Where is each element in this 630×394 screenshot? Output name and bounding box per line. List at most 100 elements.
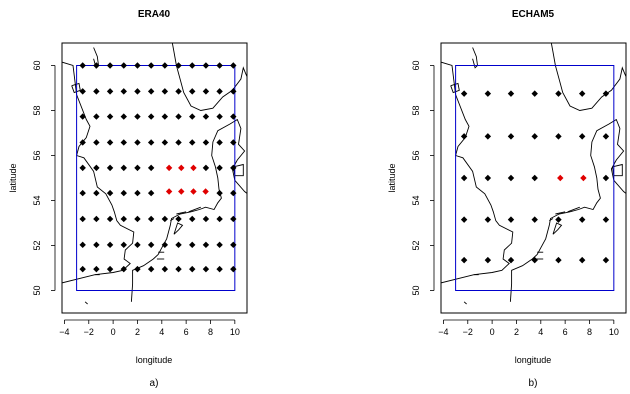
x-axis-label: longitude [515,355,552,365]
y-axis-label: latitude [387,163,397,192]
grid-point [93,164,100,172]
grid-point [230,164,237,172]
y-tick-label: 54 [411,195,421,205]
coastline-segment [472,47,478,69]
grid-point [230,88,237,95]
grid-point [161,241,169,249]
grid-point [189,88,196,95]
y-tick-label: 54 [32,195,42,205]
grid-point [161,265,169,273]
grid-point [120,88,127,95]
grid-point [531,216,538,223]
grid-point [93,241,100,249]
grid-point [93,113,100,120]
grid-point [161,139,169,146]
grid-point [460,174,468,182]
x-axis-label: longitude [136,355,173,365]
grid-point [460,256,468,264]
coastline-segment [170,218,175,222]
grid-point [202,164,210,172]
grid-point [79,265,86,273]
y-tick-label: 50 [32,285,42,295]
x-tick-label: 6 [184,327,189,337]
grid-point [216,265,223,273]
grid-point [202,62,210,69]
grid-point [531,133,538,140]
coastline-segment [555,211,566,215]
grid-point [134,265,141,273]
grid-point [555,133,562,140]
grid-point [147,62,155,69]
grid-point [147,113,155,120]
grid-point [134,139,141,146]
grid-point [147,189,155,197]
coastline [62,43,247,305]
grid-point [106,164,114,172]
coastline-map [62,43,247,305]
grid-points [455,65,615,291]
grid-point [79,241,86,249]
grid-point [161,113,169,120]
grid-point [484,216,492,223]
x-tick-label: 6 [563,327,568,337]
highlight-point [190,188,197,195]
grid-point [230,189,237,197]
x-tick-label: 10 [609,327,619,337]
x-tick-label: 0 [111,327,116,337]
grid-point [484,174,492,182]
grid-point [507,90,515,97]
grid-point [147,241,155,249]
grid-point [147,265,155,273]
chart-title: ECHAM5 [512,9,555,20]
grid-point [202,113,210,120]
axis-ticks: −4 −2 0 2 4 6 8 10 50 52 54 56 58 60 [32,60,240,337]
grid-point [93,189,100,197]
grid-point [578,133,586,140]
highlight-point [178,188,185,195]
x-tick-label: −2 [84,327,94,337]
grid-point [189,265,196,273]
y-tick-label: 56 [32,150,42,160]
y-tick-label: 60 [32,60,42,70]
grid-point [106,88,114,95]
grid-point [230,215,237,223]
grid-point [531,256,538,264]
highlight-point [557,174,564,182]
grid-point [460,216,468,223]
grid-point [161,62,169,69]
y-tick-label: 52 [32,240,42,250]
grid-point [120,265,127,273]
grid-point [602,216,610,223]
x-tick-label: −4 [438,327,448,337]
grid-point [134,62,141,69]
grid-point [120,164,127,172]
highlight-point [190,164,197,172]
grid-point [134,88,141,95]
grid-point [134,215,141,223]
grid-point [106,62,114,69]
grid-point [79,113,86,120]
grid-point [216,62,223,69]
grid-point [507,133,515,140]
grid-point [216,189,223,197]
grid-point [230,113,237,120]
highlight-point [202,188,209,195]
grid-point [175,215,182,223]
grid-point [93,215,100,223]
grid-point [189,113,196,120]
grid-point [202,265,210,273]
grid-point [507,174,515,182]
highlight-point [165,188,173,195]
grid-point [93,265,100,273]
panel-caption: b) [529,378,538,389]
grid-point [602,174,610,182]
axis-ticks: −4 −2 0 2 4 6 8 10 50 52 54 56 58 60 [411,60,619,337]
y-axis-label: latitude [8,163,18,192]
grid-point [147,88,155,95]
grid-point [79,189,86,197]
grid-point [230,241,237,249]
y-tick-label: 52 [411,240,421,250]
grid-point [230,265,237,273]
x-tick-label: 10 [230,327,240,337]
